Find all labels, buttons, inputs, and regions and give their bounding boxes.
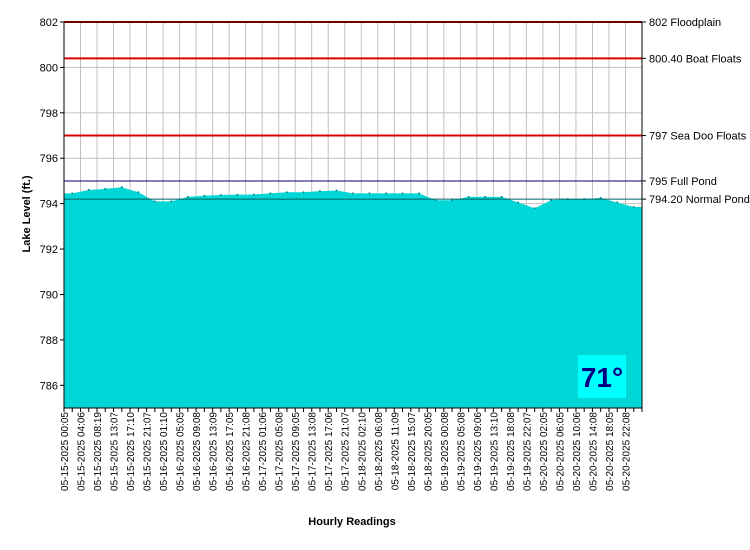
reference-labels: 802 Floodplain 800.40 Boat Floats 797 Sea … [642,17,750,206]
y-tick-label: 802 [40,17,58,29]
x-tick-label: 05-20-2025 06:05 [555,412,566,491]
data-point [219,194,222,197]
reference-label: 794.20 Normal Pond [649,194,750,206]
y-tick-label: 788 [40,335,58,347]
x-tick-label: 05-17-2025 17:06 [324,412,335,491]
x-tick-label: 05-20-2025 10:06 [572,412,583,491]
x-tick-label: 05-15-2025 17:10 [126,412,137,491]
y-tick-label: 794 [40,199,58,211]
reading-bars [65,187,640,408]
x-tick-label: 05-16-2025 17:05 [225,412,236,491]
x-tick-label: 05-15-2025 00:05 [60,412,71,491]
data-point [285,191,288,194]
reference-label: 797 Sea Doo Floats [649,131,747,143]
x-tick-label: 05-15-2025 21:07 [143,412,154,491]
y-tick-label: 796 [40,153,58,165]
temperature-badge-background [578,355,626,398]
x-tick-label: 05-19-2025 00:08 [440,412,451,491]
data-point [153,200,156,203]
data-point [418,192,421,195]
data-point [517,201,520,204]
data-point [104,187,107,190]
x-tick-label: 05-20-2025 18:05 [605,412,616,491]
data-point [137,191,140,194]
data-point [236,193,239,196]
data-point [385,192,388,195]
x-tick-label: 05-16-2025 21:08 [242,412,253,491]
x-tick-label: 05-17-2025 09:05 [291,412,302,491]
x-tick-label: 05-17-2025 05:08 [275,412,286,491]
data-point [302,191,305,194]
data-point [401,192,404,195]
x-tick-label: 05-19-2025 13:10 [489,412,500,491]
x-tick-label: 05-15-2025 08:19 [93,412,104,491]
reference-label: 795 Full Pond [649,176,717,188]
data-point [616,201,619,204]
x-tick-label: 05-17-2025 21:07 [341,412,352,491]
data-point [451,199,454,202]
x-axis-ticks: 05-15-2025 00:05 05-15-2025 04:06 05-15-20… [60,408,643,491]
data-point [186,195,189,198]
data-point [71,192,74,195]
reference-label: 800.40 Boat Floats [649,53,742,65]
temperature-value: 71° [581,362,623,393]
data-point [352,192,354,195]
reference-label: 802 Floodplain [649,17,721,29]
data-point [467,195,470,198]
x-tick-label: 05-16-2025 01:10 [159,412,170,491]
level-area [64,187,642,408]
data-point [252,193,255,196]
x-tick-label: 05-18-2025 06:08 [374,412,385,491]
data-point [484,195,487,198]
x-tick-label: 05-20-2025 14:08 [588,412,599,491]
y-tick-label: 790 [40,289,58,301]
x-tick-label: 05-19-2025 05:08 [456,412,467,491]
data-area [64,186,642,408]
data-point [170,200,173,203]
x-tick-label: 05-16-2025 09:08 [192,412,203,491]
x-tick-label: 05-19-2025 22:07 [522,412,533,491]
data-point [434,199,437,202]
y-axis-ticks: 802 800 798 796 794 792 790 788 786 [40,17,64,392]
data-point [269,192,272,195]
x-tick-label: 05-20-2025 02:05 [539,412,550,491]
x-tick-label: 05-20-2025 22:08 [621,412,632,491]
data-point [533,207,536,210]
data-point [599,196,602,199]
x-tick-label: 05-18-2025 02:10 [357,412,368,491]
data-point [335,189,338,192]
y-tick-label: 792 [40,244,58,256]
y-tick-label: 786 [40,380,58,392]
x-tick-label: 05-17-2025 13:08 [308,412,319,491]
x-tick-label: 05-15-2025 13:07 [110,412,121,491]
data-point [120,186,123,189]
data-point [550,199,553,202]
data-point [368,192,371,195]
data-point [203,194,206,197]
x-axis-title: Hourly Readings [308,516,395,528]
x-tick-label: 05-15-2025 04:06 [77,412,88,491]
x-tick-label: 05-18-2025 15:07 [407,412,418,491]
x-tick-label: 05-18-2025 20:05 [423,412,434,491]
x-tick-label: 05-19-2025 09:06 [473,412,484,491]
x-tick-label: 05-17-2025 01:06 [258,412,269,491]
y-tick-label: 800 [40,62,58,74]
x-tick-label: 05-19-2025 18:08 [506,412,517,491]
y-axis-title: Lake Level (ft.) [21,175,33,252]
x-tick-label: 05-16-2025 13:09 [209,412,220,491]
data-point [87,189,90,192]
data-point [632,206,635,209]
data-point [500,195,503,198]
temperature-badge: 71° [578,355,626,398]
data-point [318,190,321,193]
y-tick-label: 798 [40,108,58,120]
x-tick-label: 05-18-2025 11:09 [390,412,401,491]
x-tick-label: 05-16-2025 05:05 [176,412,187,491]
